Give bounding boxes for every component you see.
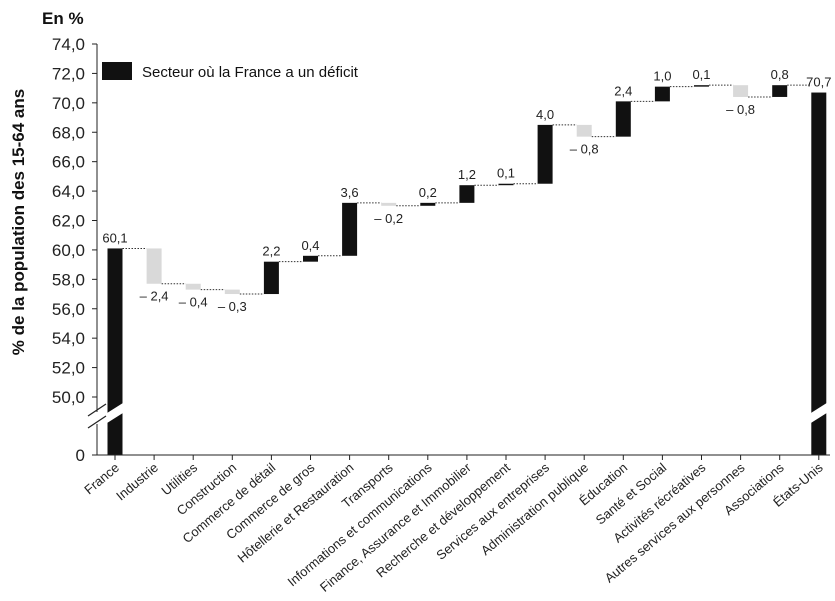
data-label: – 0,8 [570, 142, 599, 157]
data-label: – 0,8 [726, 102, 755, 117]
bar [459, 185, 475, 203]
bar [694, 85, 709, 87]
y-tick-label: 70,0 [52, 94, 85, 113]
bar [772, 85, 788, 97]
bar [420, 202, 436, 206]
data-label: 0,2 [419, 185, 437, 200]
bar [615, 101, 631, 137]
bar [185, 283, 201, 290]
axis-break-mark [87, 403, 107, 417]
data-label: 3,6 [341, 185, 359, 200]
legend-swatch [102, 62, 132, 80]
bar [576, 124, 592, 137]
bar [498, 183, 514, 186]
bar [107, 248, 123, 455]
data-label: 1,0 [653, 69, 671, 84]
data-label: 0,8 [771, 67, 789, 82]
bar-break-mark [809, 402, 829, 424]
data-label: 0,4 [301, 238, 319, 253]
y-tick-label: 60,0 [52, 241, 85, 260]
data-label: – 2,4 [140, 289, 169, 304]
bar [303, 255, 318, 262]
data-label: – 0,2 [374, 211, 403, 226]
x-tick-label: Industrie [113, 460, 161, 504]
bar [811, 92, 827, 455]
y-tick-label: 62,0 [52, 212, 85, 231]
y-tick-label: 64,0 [52, 182, 85, 201]
data-label: – 0,4 [179, 295, 208, 310]
axis-break-mark [87, 415, 107, 429]
y-tick-label: 0 [76, 446, 85, 465]
y-axis-title: % de la population des 15-64 ans [9, 89, 28, 355]
bars [105, 85, 829, 455]
legend-label: Secteur où la France a un déficit [142, 64, 359, 81]
x-axis: FranceIndustrieUtilitiesConstructionComm… [81, 454, 830, 595]
data-label: 70,7 [806, 75, 831, 90]
y-tick-label: 66,0 [52, 153, 85, 172]
data-label: 0,1 [497, 166, 515, 181]
y-tick-label: 74,0 [52, 35, 85, 54]
bar [224, 289, 240, 295]
y-tick-label: 56,0 [52, 300, 85, 319]
y-tick-label: 68,0 [52, 123, 85, 142]
y-tick-label: 54,0 [52, 329, 85, 348]
data-label: 0,1 [692, 67, 710, 82]
bar [381, 202, 397, 206]
bar-break-mark [105, 402, 125, 424]
bar [537, 124, 553, 184]
data-labels: 60,1 – 2,4 – 0,4 – 0,3 2,2 0,4 3,6 – 0,2 0,2 1,2 0… [102, 67, 831, 314]
data-label: 1,2 [458, 167, 476, 182]
y-axis: 74,0 72,0 70,0 68,0 66,0 64,0 62,0 60,0 58,0 56,0… [52, 35, 107, 465]
bar [146, 248, 162, 284]
bar [654, 86, 670, 102]
unit-label: En % [42, 9, 84, 28]
axis-break-mask [90, 412, 104, 424]
y-tick-label: 58,0 [52, 270, 85, 289]
y-tick-label: 52,0 [52, 359, 85, 378]
bar [263, 261, 279, 295]
y-tick-label: 72,0 [52, 64, 85, 83]
data-label: – 0,3 [218, 299, 247, 314]
data-label: 2,4 [614, 83, 632, 98]
bar [342, 202, 358, 256]
data-label: 4,0 [536, 107, 554, 122]
legend: Secteur où la France a un déficit [102, 62, 359, 81]
y-tick-label: 50,0 [52, 388, 85, 407]
bar [733, 85, 749, 97]
connector-lines [122, 84, 812, 295]
data-label: 60,1 [102, 230, 127, 245]
data-label: 2,2 [262, 244, 280, 259]
